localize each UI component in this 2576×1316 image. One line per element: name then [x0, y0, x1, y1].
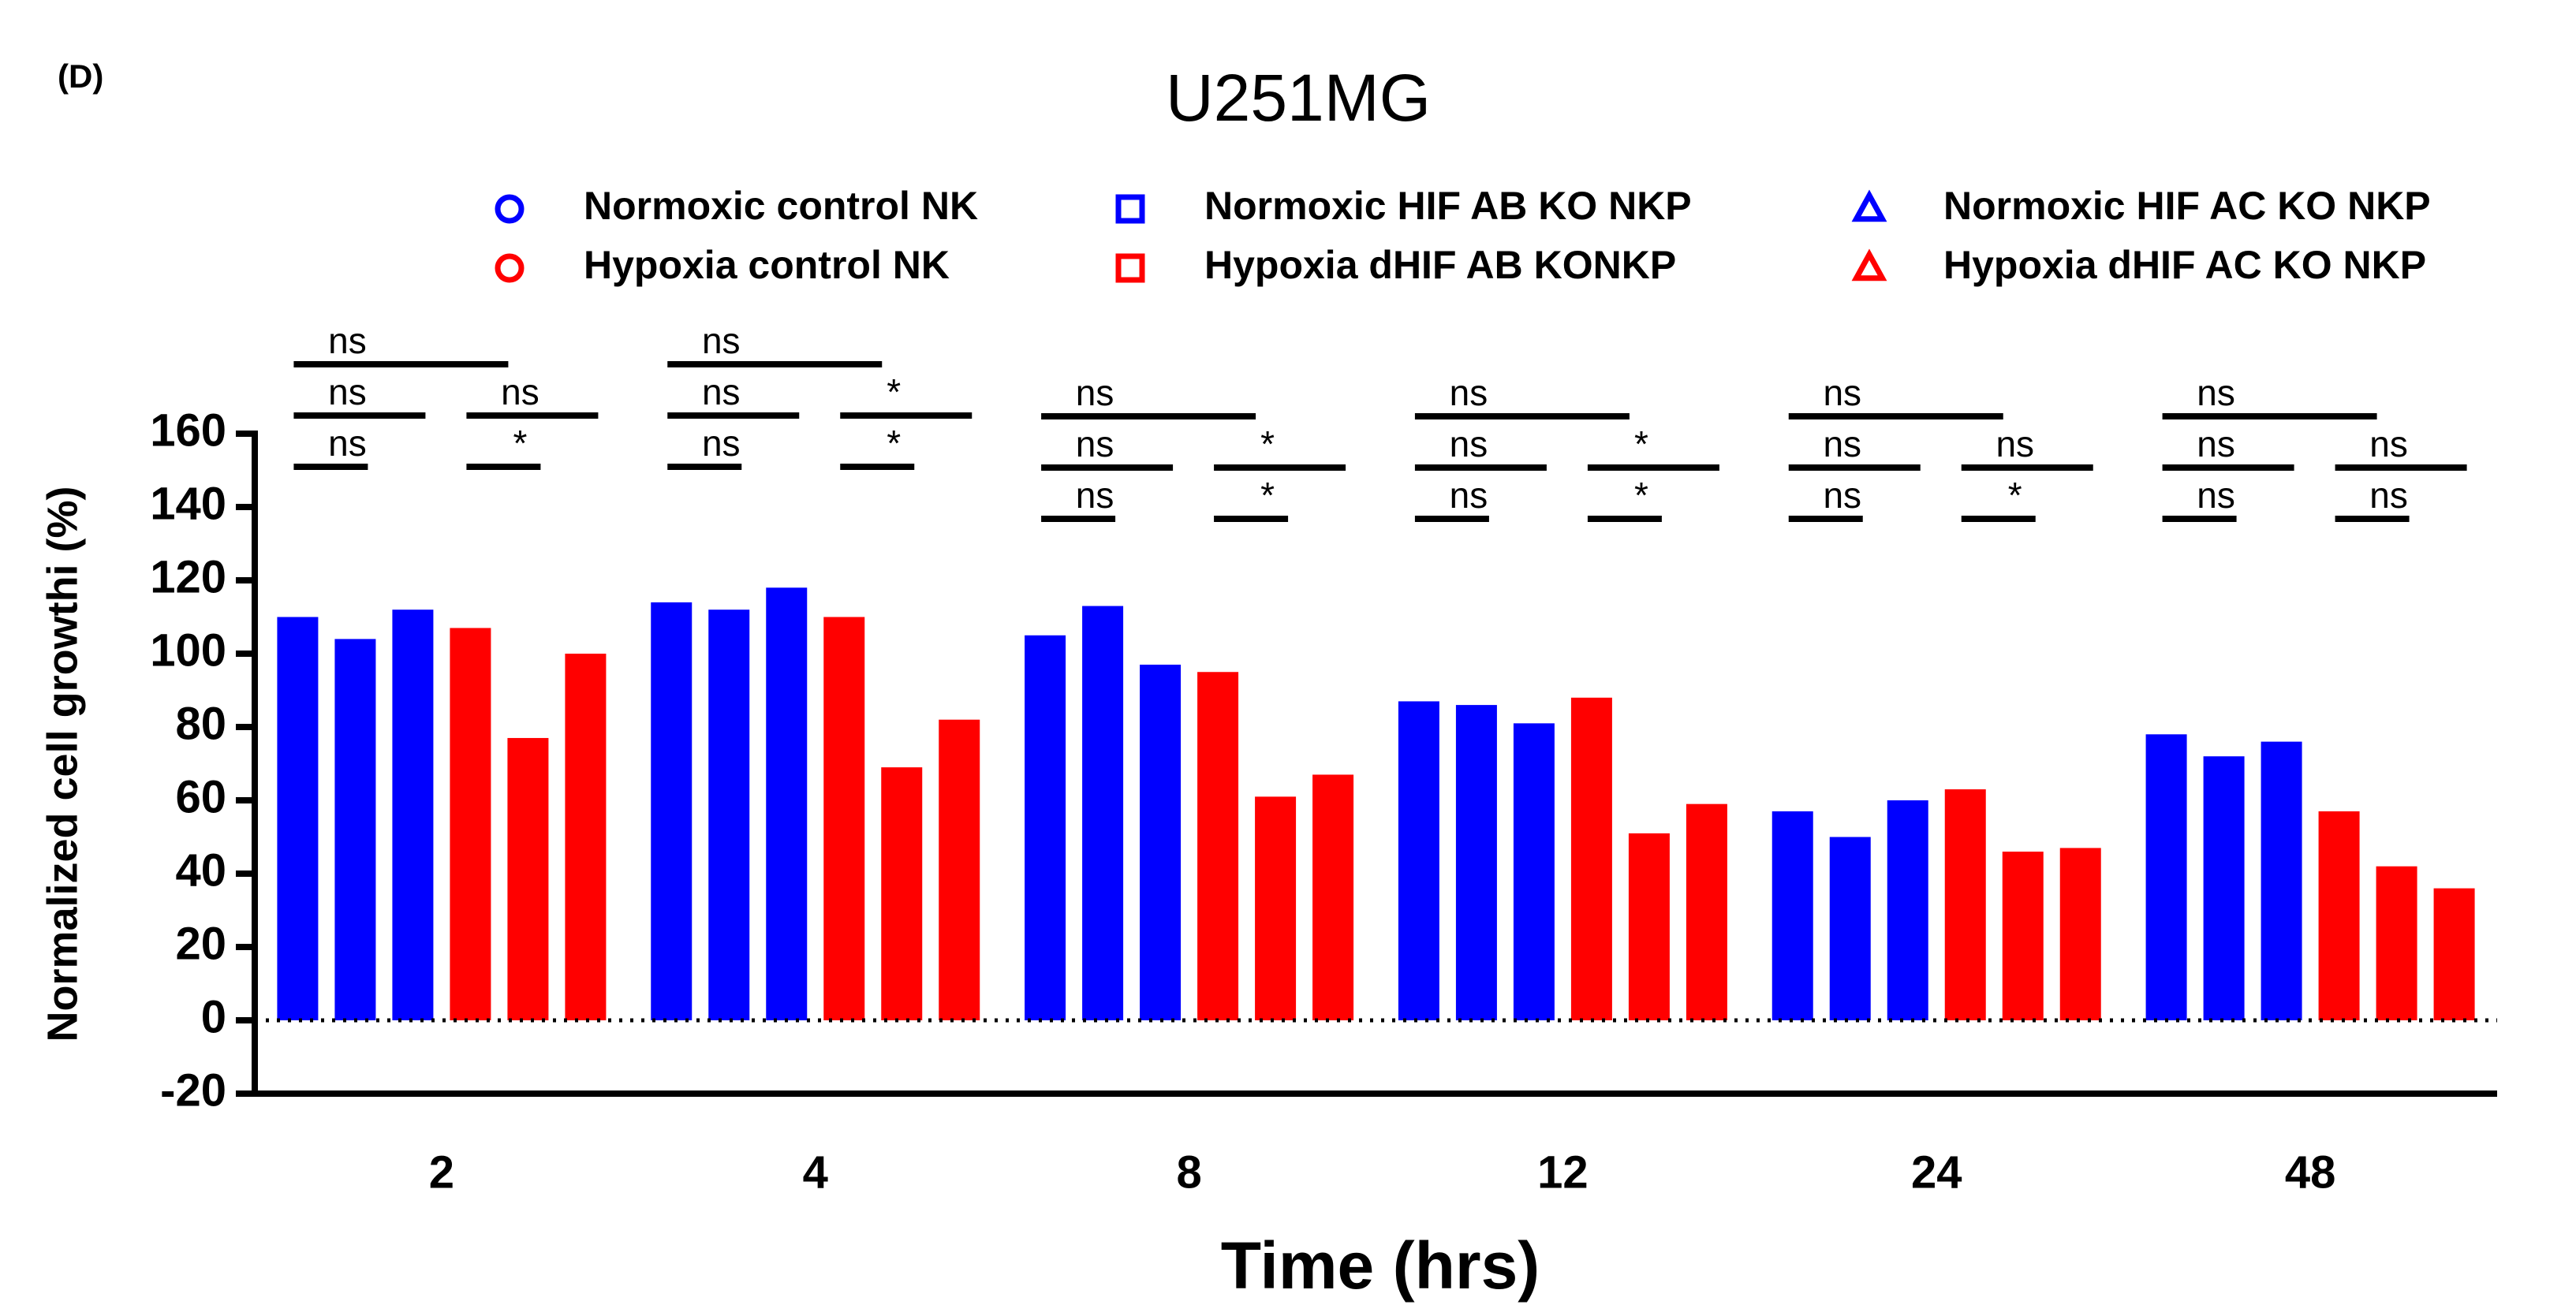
- bar: [2002, 852, 2044, 1020]
- significance-label: ns: [2197, 475, 2235, 516]
- legend-label: Hypoxia dHIF AB KONKP: [1204, 243, 1676, 287]
- bar: [1455, 705, 1497, 1020]
- significance-label: ns: [1450, 475, 1488, 516]
- legend-label: Normoxic HIF AC KO NKP: [1943, 184, 2431, 228]
- legend-label: Normoxic HIF AB KO NKP: [1204, 184, 1692, 228]
- bar: [507, 737, 549, 1020]
- significance-label: *: [887, 371, 901, 412]
- bar: [2203, 756, 2245, 1020]
- legend-label: Hypoxia control NK: [584, 243, 950, 287]
- bar: [1255, 796, 1297, 1020]
- significance-label: ns: [2197, 372, 2235, 413]
- bar: [2059, 848, 2101, 1020]
- x-tick-label: 2: [429, 1146, 454, 1198]
- bar: [1944, 789, 1986, 1020]
- bar: [766, 587, 808, 1020]
- bar: [881, 767, 923, 1020]
- significance-label: ns: [1823, 423, 1861, 464]
- bar: [1513, 723, 1555, 1020]
- y-tick-label: 0: [201, 991, 226, 1042]
- bar: [450, 628, 491, 1020]
- bar: [392, 610, 434, 1020]
- significance-label: ns: [702, 320, 741, 361]
- significance-label: ns: [702, 423, 741, 464]
- significance-label: ns: [328, 320, 367, 361]
- legend-marker: [495, 194, 525, 224]
- significance-label: ns: [501, 371, 539, 412]
- significance-label: *: [1260, 475, 1275, 516]
- bar: [277, 617, 319, 1020]
- bar: [939, 719, 980, 1020]
- x-tick-label: 12: [1537, 1146, 1589, 1198]
- significance-label: ns: [1995, 423, 2034, 464]
- bar: [1887, 800, 1928, 1020]
- bar: [2376, 866, 2417, 1020]
- x-tick-label: 8: [1176, 1146, 1201, 1198]
- y-tick-label: -20: [160, 1064, 226, 1116]
- chart-title: U251MG: [1166, 61, 1431, 135]
- legend-marker: [1115, 194, 1145, 224]
- bar: [1197, 672, 1239, 1020]
- significance-label: *: [1260, 423, 1275, 464]
- y-tick-label: 60: [175, 771, 226, 822]
- significance-label: ns: [1076, 475, 1114, 516]
- y-tick-label: 160: [150, 404, 226, 456]
- bar: [1398, 701, 1439, 1020]
- significance-label: ns: [1823, 475, 1861, 516]
- legend-marker: [495, 253, 525, 283]
- significance-label: *: [887, 423, 901, 464]
- x-tick-label: 48: [2285, 1146, 2336, 1198]
- y-tick-label: 80: [175, 698, 226, 749]
- legend-label: Hypoxia dHIF AC KO NKP: [1943, 243, 2426, 287]
- significance-label: ns: [328, 423, 367, 464]
- y-tick-label: 100: [150, 624, 226, 676]
- y-tick-label: 40: [175, 844, 226, 896]
- significance-label: ns: [702, 371, 741, 412]
- significance-label: *: [2008, 475, 2022, 516]
- significance-label: ns: [2197, 423, 2235, 464]
- significance-label: ns: [1076, 372, 1114, 413]
- bar: [1570, 697, 1612, 1020]
- legend-marker: [1115, 253, 1145, 283]
- significance-label: ns: [328, 371, 367, 412]
- significance-label: ns: [1823, 372, 1861, 413]
- y-axis-label: Normalized cell growthi (%): [39, 486, 86, 1042]
- significance-label: ns: [2369, 423, 2408, 464]
- bar: [1829, 837, 1871, 1020]
- x-tick-label: 24: [1911, 1146, 1962, 1198]
- legend-marker: [1851, 189, 1887, 222]
- legend-label: Normoxic control NK: [584, 184, 978, 228]
- significance-label: *: [513, 423, 527, 464]
- x-tick-label: 4: [803, 1146, 828, 1198]
- bar: [2318, 811, 2360, 1020]
- bar: [708, 610, 750, 1020]
- significance-label: ns: [1450, 423, 1488, 464]
- bar: [1082, 606, 1124, 1020]
- bar: [2433, 888, 2475, 1020]
- y-tick-label: 140: [150, 478, 226, 529]
- significance-label: *: [1634, 475, 1648, 516]
- bar: [1686, 803, 1727, 1020]
- bar: [1312, 774, 1354, 1020]
- bar: [2261, 741, 2302, 1020]
- bar: [2145, 734, 2187, 1020]
- significance-label: ns: [1076, 423, 1114, 464]
- bar: [1025, 635, 1066, 1020]
- significance-label: ns: [2369, 475, 2408, 516]
- bar: [1771, 811, 1813, 1020]
- significance-label: ns: [1450, 372, 1488, 413]
- significance-label: *: [1634, 423, 1648, 464]
- legend-marker: [1851, 248, 1887, 281]
- y-tick-label: 120: [150, 551, 226, 602]
- bar: [334, 639, 376, 1020]
- bar: [823, 617, 865, 1020]
- panel-label: (D): [58, 58, 103, 95]
- bar: [1140, 664, 1182, 1020]
- x-axis-label: Time (hrs): [1221, 1228, 1540, 1303]
- bar: [1628, 833, 1670, 1020]
- bar: [651, 602, 693, 1020]
- y-tick-label: 20: [175, 918, 226, 969]
- bar: [565, 654, 607, 1020]
